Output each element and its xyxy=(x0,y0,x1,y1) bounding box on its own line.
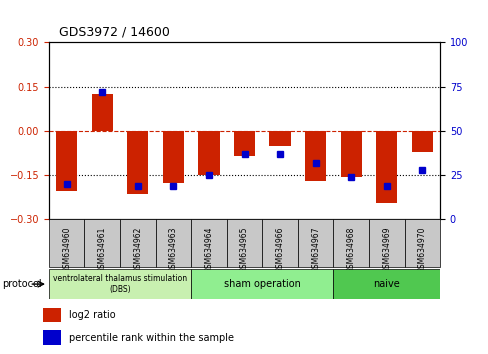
Bar xyxy=(43,330,61,345)
Text: GSM634967: GSM634967 xyxy=(310,227,320,273)
Bar xyxy=(340,131,361,177)
Bar xyxy=(49,219,84,267)
Bar xyxy=(368,219,404,267)
Text: GSM634963: GSM634963 xyxy=(168,227,178,273)
Bar xyxy=(191,219,226,267)
Bar xyxy=(43,308,61,322)
Text: log2 ratio: log2 ratio xyxy=(69,310,116,320)
Bar xyxy=(333,269,439,299)
Text: ventrolateral thalamus stimulation
(DBS): ventrolateral thalamus stimulation (DBS) xyxy=(53,274,187,294)
Text: GSM634965: GSM634965 xyxy=(240,227,248,273)
Text: protocol: protocol xyxy=(2,279,42,289)
Text: GSM634964: GSM634964 xyxy=(204,227,213,273)
Bar xyxy=(84,219,120,267)
Text: percentile rank within the sample: percentile rank within the sample xyxy=(69,333,234,343)
Bar xyxy=(226,219,262,267)
Bar xyxy=(375,131,397,203)
Bar xyxy=(163,131,183,183)
Bar xyxy=(155,219,191,267)
Bar xyxy=(233,131,255,156)
Text: GDS3972 / 14600: GDS3972 / 14600 xyxy=(59,26,169,39)
Text: naive: naive xyxy=(373,279,399,289)
Bar xyxy=(297,219,333,267)
Bar xyxy=(333,219,368,267)
Bar xyxy=(56,131,77,192)
Text: GSM634970: GSM634970 xyxy=(417,227,426,273)
Bar xyxy=(262,219,297,267)
Text: GSM634966: GSM634966 xyxy=(275,227,284,273)
Text: GSM634962: GSM634962 xyxy=(133,227,142,273)
Bar xyxy=(49,269,191,299)
Text: sham operation: sham operation xyxy=(224,279,300,289)
Text: GSM634961: GSM634961 xyxy=(98,227,106,273)
Text: GSM634960: GSM634960 xyxy=(62,227,71,273)
Bar xyxy=(411,131,432,152)
Text: GSM634968: GSM634968 xyxy=(346,227,355,273)
Bar xyxy=(198,131,219,175)
Bar xyxy=(404,219,439,267)
Bar xyxy=(305,131,325,181)
Bar xyxy=(120,219,155,267)
Bar xyxy=(269,131,290,146)
Bar xyxy=(127,131,148,194)
Bar xyxy=(191,269,333,299)
Bar xyxy=(91,94,113,131)
Text: GSM634969: GSM634969 xyxy=(382,227,390,273)
